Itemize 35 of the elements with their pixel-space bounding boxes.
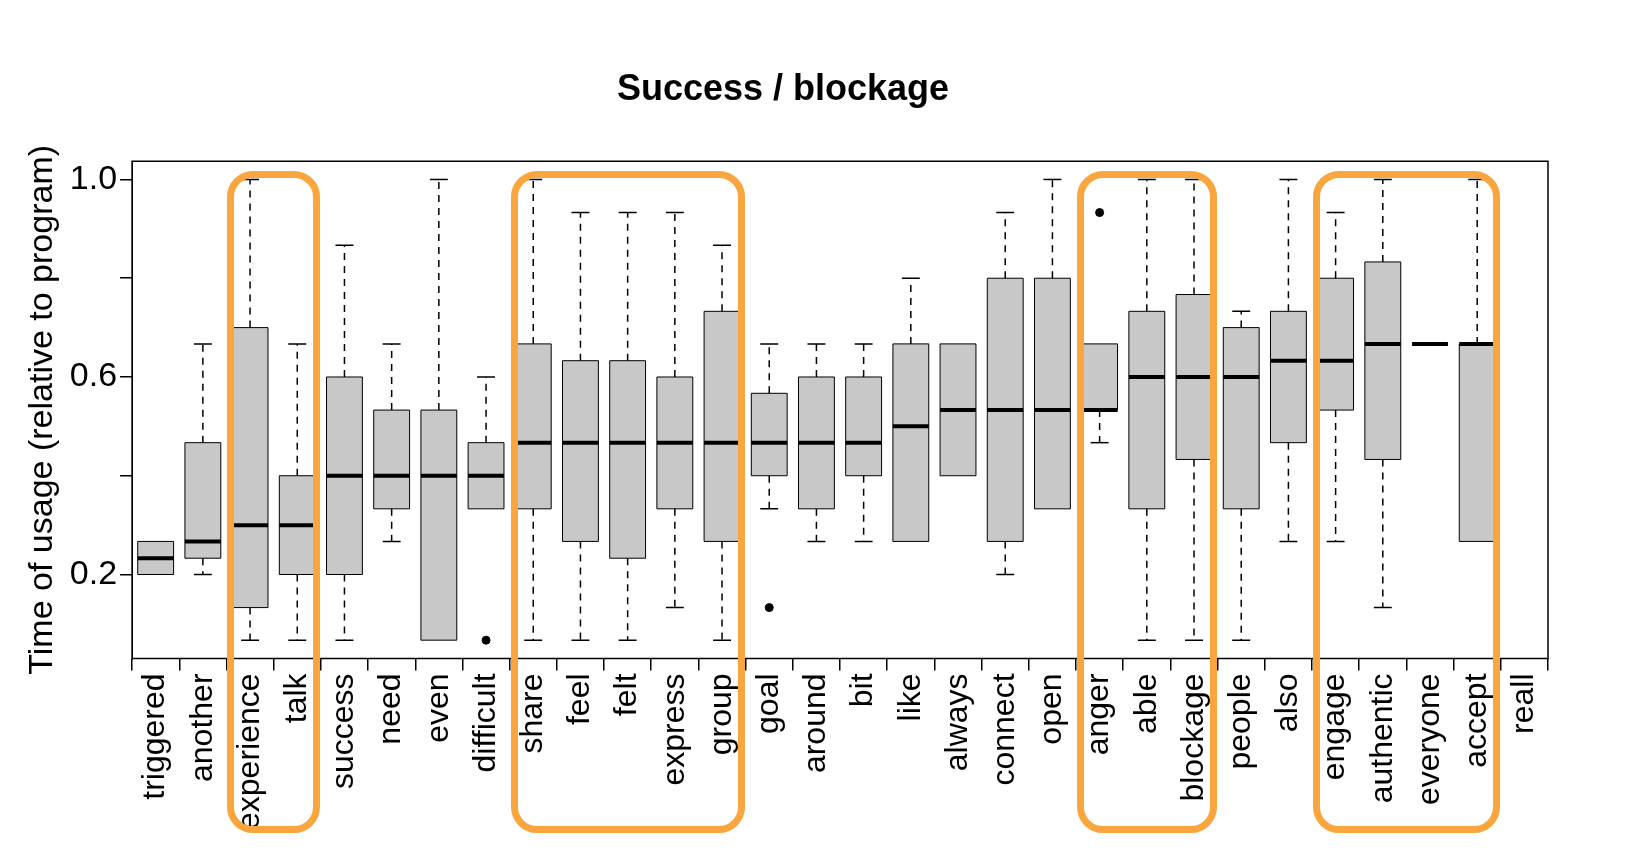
x-tick-label: bit <box>843 673 880 708</box>
x-tick-label: experience <box>229 673 266 830</box>
x-tick-label: even <box>418 673 455 743</box>
x-tick-label: anger <box>1079 673 1116 756</box>
x-tick-label: need <box>371 673 408 745</box>
x-tick-label: people <box>1221 673 1258 770</box>
x-tick-label: triggered <box>135 673 172 800</box>
x-tick-label: around <box>796 673 833 774</box>
x-tick-label: express <box>654 673 691 786</box>
x-tick-label: also <box>1268 673 1305 733</box>
x-tick-label: accept <box>1457 673 1494 768</box>
y-tick-label: 0.2 <box>69 552 118 591</box>
x-tick-label: success <box>324 673 361 790</box>
x-tick-label: share <box>513 673 550 754</box>
y-axis-title: Time of usage (relative to program) <box>20 144 59 675</box>
x-tick-label: blockage <box>1173 673 1210 802</box>
y-tick-label: 0.6 <box>69 355 118 394</box>
x-tick-label: felt <box>607 673 644 717</box>
x-tick-label: another <box>182 673 219 782</box>
x-tick-label: difficult <box>465 673 502 773</box>
x-tick-label: reall <box>1504 673 1541 734</box>
x-tick-label: able <box>1126 673 1163 734</box>
x-tick-label: talk <box>277 672 314 724</box>
x-tick-label: group <box>701 673 738 756</box>
chart-title: Success / blockage <box>616 66 950 108</box>
x-tick-label: always <box>937 673 974 772</box>
x-tick-label: everyone <box>1409 673 1446 806</box>
x-tick-label: like <box>890 673 927 722</box>
x-tick-label: feel <box>560 673 597 726</box>
y-tick-label: 1.0 <box>69 157 118 196</box>
x-tick-label: goal <box>749 673 786 734</box>
x-tick-label: engage <box>1315 673 1352 781</box>
x-tick-label: authentic <box>1362 673 1399 804</box>
x-tick-label: connect <box>985 673 1022 786</box>
x-tick-label: open <box>1032 673 1069 745</box>
